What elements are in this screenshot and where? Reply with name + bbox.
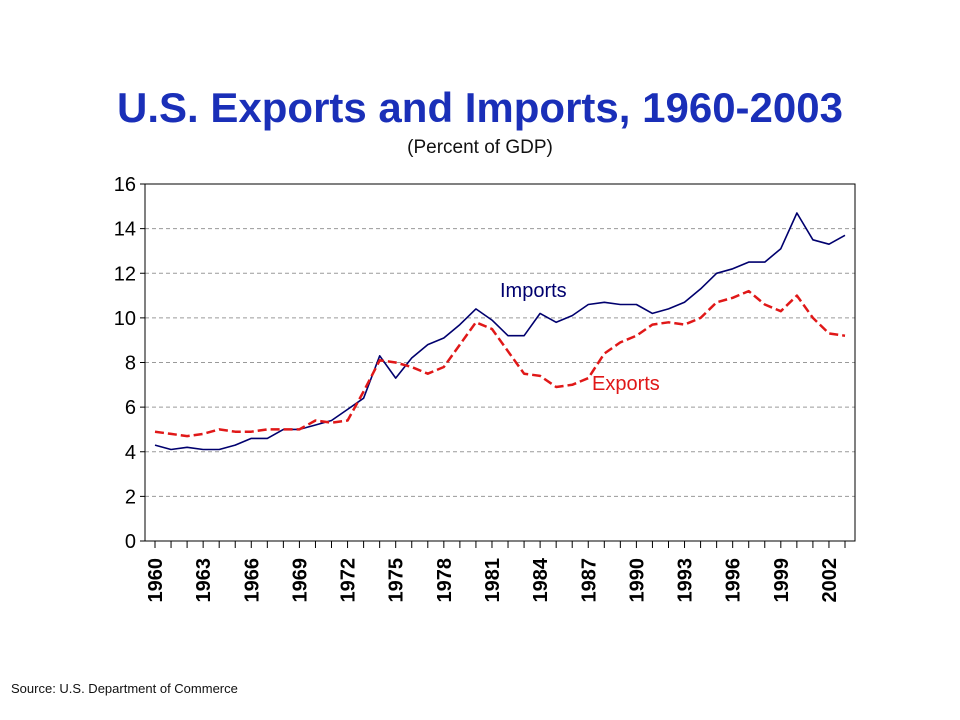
x-tick-label: 1963 (193, 558, 215, 603)
source-note: Source: U.S. Department of Commerce (11, 681, 238, 696)
y-tick-label: 4 (125, 442, 136, 464)
y-tick-label: 16 (114, 174, 136, 196)
series-label-imports: Imports (500, 280, 567, 302)
x-tick-label: 1972 (338, 558, 360, 603)
series-line-exports (154, 289, 846, 438)
x-tick-label: 1960 (145, 558, 167, 603)
x-tick-label: 1966 (241, 558, 263, 603)
y-tick-label: 2 (125, 486, 136, 508)
series-label-exports: Exports (592, 373, 660, 395)
y-tick-label: 12 (114, 263, 136, 285)
x-tick-label: 1990 (626, 558, 648, 603)
series (154, 212, 846, 451)
x-tick-label: 1984 (530, 557, 552, 602)
x-tick-label: 2002 (819, 558, 841, 603)
x-tick-label: 1999 (771, 558, 793, 603)
y-tick-label: 14 (114, 219, 136, 241)
x-tick-label: 1975 (386, 558, 408, 603)
x-tick-label: 1969 (289, 558, 311, 603)
y-tick-label: 0 (125, 531, 136, 553)
chart-title: U.S. Exports and Imports, 1960-2003 (117, 84, 843, 131)
y-tick-label: 6 (125, 397, 136, 419)
x-tick-label: 1981 (482, 558, 504, 603)
axes: 0 2 4 6 8 10 12 14 16 1960 1963 1966 1969 1972 1975 197… (114, 174, 846, 603)
x-tick-label: 1993 (675, 558, 697, 603)
y-tick-label: 8 (125, 353, 136, 375)
y-tick-label: 10 (114, 308, 136, 330)
x-tick-label: 1996 (723, 558, 745, 603)
chart-subtitle: (Percent of GDP) (407, 137, 553, 158)
x-tick-label: 1978 (434, 558, 456, 603)
annotations: Imports Exports (500, 280, 660, 395)
x-tick-label: 1987 (578, 558, 600, 603)
gridlines (145, 228, 855, 497)
series-line-imports (154, 212, 846, 451)
